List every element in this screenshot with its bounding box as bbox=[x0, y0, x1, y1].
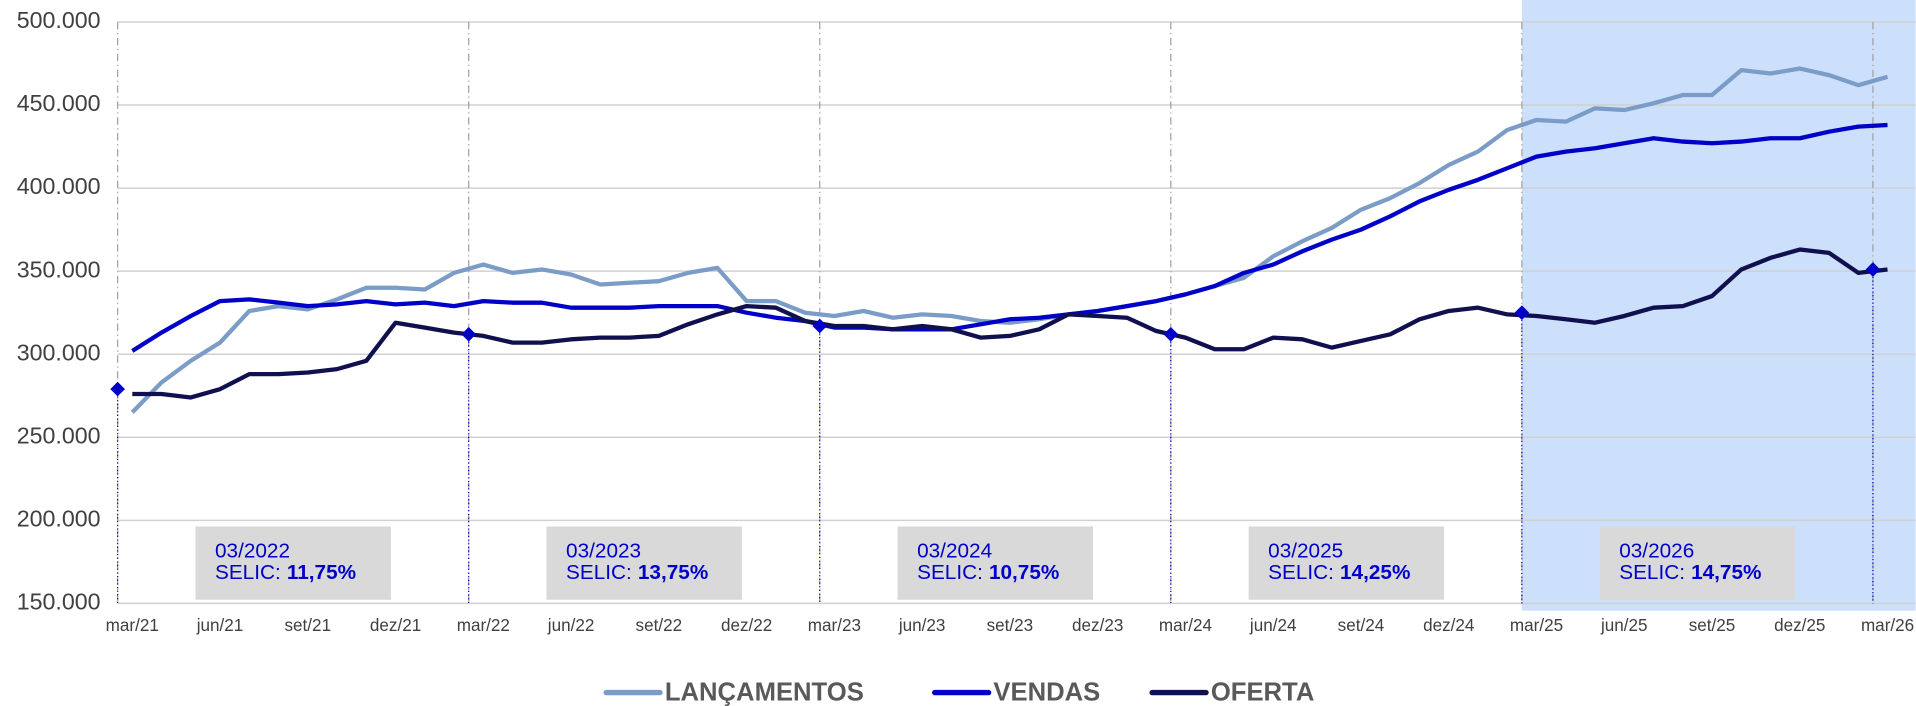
x-tick-label: set/21 bbox=[285, 616, 332, 635]
marker bbox=[812, 318, 828, 334]
annotation-rate: SELIC: 10,75% bbox=[917, 562, 1059, 585]
x-tick-label: jun/23 bbox=[898, 616, 946, 635]
x-tick-label: dez/25 bbox=[1774, 616, 1825, 635]
x-tick-label: mar/23 bbox=[808, 616, 861, 635]
annotation-label: SELIC: bbox=[1268, 562, 1334, 585]
annotation-box bbox=[1599, 526, 1796, 600]
annotation-value: 14,25% bbox=[1340, 562, 1410, 585]
annotation-value: 13,75% bbox=[638, 562, 708, 585]
x-tick-label: mar/22 bbox=[457, 616, 510, 635]
legend-label: VENDAS bbox=[993, 679, 1100, 706]
series-line bbox=[130, 66, 1889, 414]
x-tick-label: jun/22 bbox=[547, 616, 595, 635]
annotation-box bbox=[1248, 526, 1445, 600]
annotation-label: SELIC: bbox=[215, 562, 281, 585]
annotation-label: SELIC: bbox=[1619, 562, 1685, 585]
annotation-date: 03/2024 bbox=[917, 540, 992, 563]
annotation-box bbox=[897, 526, 1094, 600]
annotation-date: 03/2022 bbox=[215, 540, 290, 563]
y-tick-label: 450.000 bbox=[17, 90, 101, 116]
x-tick-label: jun/21 bbox=[196, 616, 244, 635]
x-tick-label: set/25 bbox=[1689, 616, 1736, 635]
x-tick-label: set/22 bbox=[636, 616, 683, 635]
annotation-rate: SELIC: 13,75% bbox=[566, 562, 708, 585]
marker bbox=[1514, 305, 1530, 321]
x-tick-label: dez/21 bbox=[370, 616, 421, 635]
annotation-value: 14,75% bbox=[1691, 562, 1761, 585]
x-tick-label: mar/21 bbox=[106, 616, 159, 635]
annotation-rate: SELIC: 14,75% bbox=[1619, 562, 1761, 585]
marker bbox=[110, 381, 125, 397]
annotation-rate: SELIC: 11,75% bbox=[215, 562, 356, 585]
series-line bbox=[131, 122, 1888, 353]
annotation-date: 03/2023 bbox=[566, 540, 641, 563]
x-tick-label: dez/24 bbox=[1423, 616, 1474, 635]
y-tick-label: 350.000 bbox=[17, 256, 101, 282]
x-tick-label: jun/24 bbox=[1249, 616, 1297, 635]
x-tick-label: jun/25 bbox=[1600, 616, 1648, 635]
x-tick-label: mar/24 bbox=[1159, 616, 1212, 635]
x-tick-label: set/24 bbox=[1338, 616, 1385, 635]
legend-label: LANÇAMENTOS bbox=[665, 679, 864, 706]
y-tick-label: 400.000 bbox=[17, 173, 101, 199]
marker bbox=[461, 326, 477, 342]
marker bbox=[1163, 326, 1179, 342]
annotation-rate: SELIC: 14,25% bbox=[1268, 562, 1410, 585]
annotation-date: 03/2025 bbox=[1268, 540, 1343, 563]
x-tick-label: dez/23 bbox=[1072, 616, 1123, 635]
annotation-value: 10,75% bbox=[989, 562, 1059, 585]
legend-label: OFERTA bbox=[1211, 679, 1315, 706]
annotation-box bbox=[546, 526, 742, 600]
x-tick-label: set/23 bbox=[987, 616, 1034, 635]
y-tick-label: 300.000 bbox=[17, 339, 101, 365]
y-tick-label: 150.000 bbox=[17, 589, 101, 615]
x-tick-label: mar/26 bbox=[1861, 616, 1914, 635]
y-tick-label: 200.000 bbox=[17, 505, 101, 531]
annotation-date: 03/2026 bbox=[1619, 540, 1694, 563]
annotation-label: SELIC: bbox=[566, 562, 632, 585]
annotation-box bbox=[195, 526, 391, 600]
x-tick-label: mar/25 bbox=[1510, 616, 1563, 635]
annotation-label: SELIC: bbox=[917, 562, 983, 585]
y-tick-label: 250.000 bbox=[17, 422, 101, 448]
forecast-shade bbox=[1521, 0, 1916, 611]
y-tick-label: 500.000 bbox=[17, 7, 101, 33]
x-tick-label: dez/22 bbox=[721, 616, 772, 635]
annotation-value: 11,75% bbox=[287, 562, 356, 585]
series-line bbox=[132, 247, 1888, 400]
